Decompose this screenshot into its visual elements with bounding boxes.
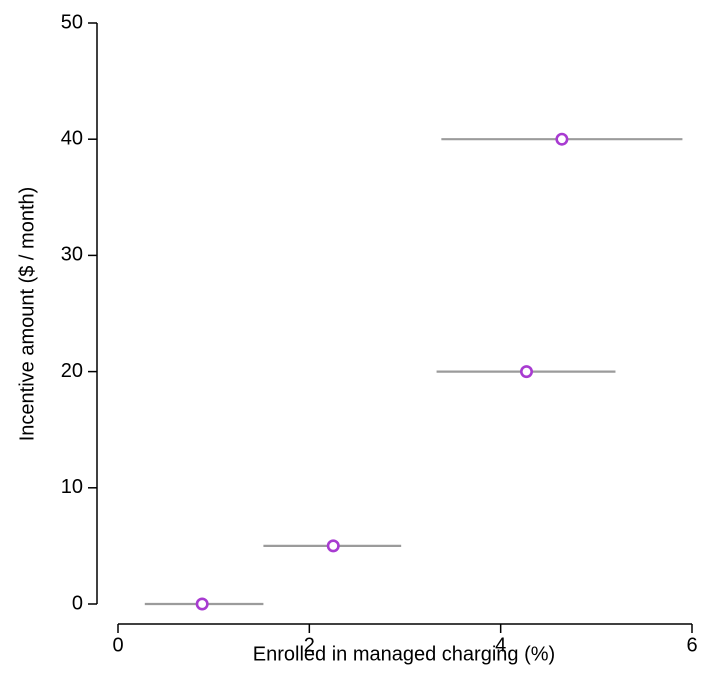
x-axis-title: Enrolled in managed charging (%) [253, 643, 555, 665]
data-point [555, 132, 569, 146]
x-tick-label: 2 [304, 634, 315, 656]
intervals [144, 138, 683, 606]
points [195, 132, 569, 611]
y-tick-label: 0 [72, 592, 83, 614]
x-tick-label: 6 [686, 634, 697, 656]
y-tick-label: 20 [61, 360, 83, 382]
data-point [519, 365, 533, 379]
y-axis-title: Incentive amount ($ / month) [16, 187, 38, 442]
axes: 0 10 20 30 40 50 0 2 4 6 [61, 11, 698, 656]
x-tick-label: 4 [495, 634, 506, 656]
y-tick-label: 30 [61, 244, 83, 266]
data-point [195, 597, 209, 611]
y-tick-label: 40 [61, 127, 83, 149]
x-tick-label: 0 [112, 634, 123, 656]
y-tick-label: 50 [61, 11, 83, 33]
data-point [326, 539, 340, 553]
y-tick-label: 10 [61, 476, 83, 498]
